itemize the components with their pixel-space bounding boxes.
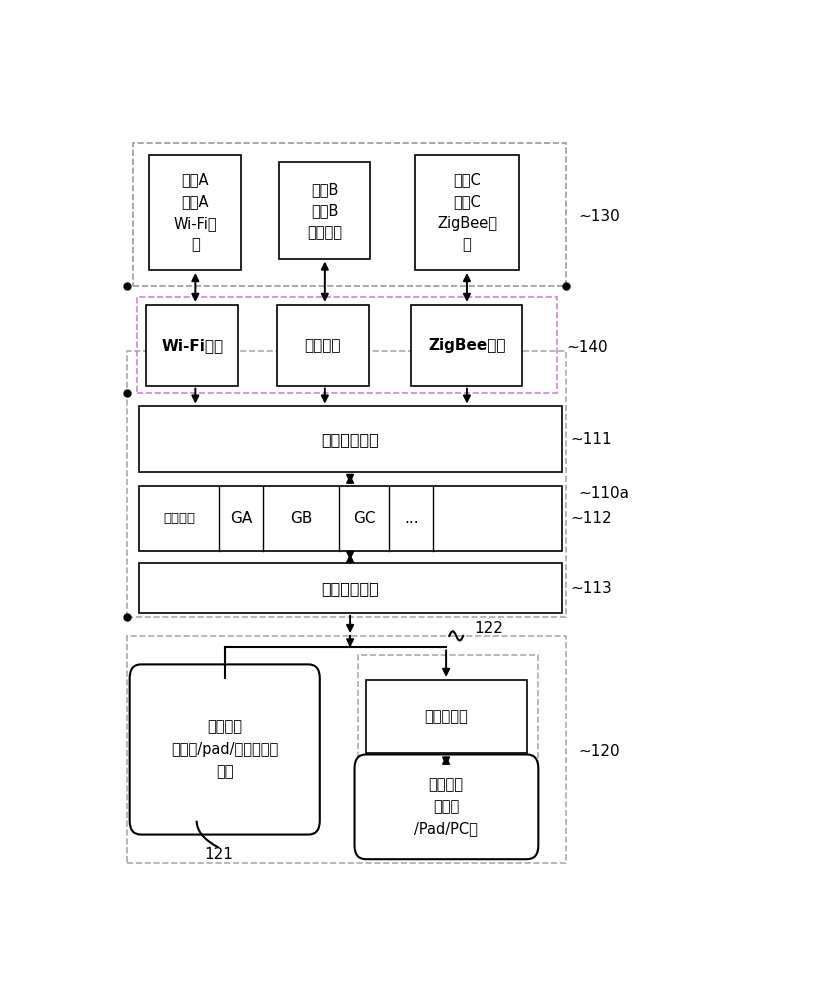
Text: 电器B
协议B
红外通讯: 电器B 协议B 红外通讯 (307, 182, 342, 240)
FancyBboxPatch shape (139, 563, 562, 613)
Text: Wi-Fi模块: Wi-Fi模块 (161, 338, 223, 353)
Text: 协议转换: 协议转换 (163, 512, 195, 525)
FancyBboxPatch shape (146, 305, 238, 386)
FancyBboxPatch shape (149, 155, 241, 270)
Text: ∼120: ∼120 (579, 744, 620, 759)
FancyBboxPatch shape (277, 305, 369, 386)
FancyBboxPatch shape (130, 664, 319, 835)
FancyBboxPatch shape (415, 155, 518, 270)
Text: GB: GB (289, 511, 312, 526)
Text: 业务处理模块: 业务处理模块 (321, 581, 379, 596)
Text: ∼111: ∼111 (570, 432, 612, 447)
FancyBboxPatch shape (139, 486, 562, 551)
Text: 电器C
协议C
ZigBee通
讯: 电器C 协议C ZigBee通 讯 (437, 172, 497, 252)
Text: GA: GA (230, 511, 252, 526)
Text: ∼130: ∼130 (579, 209, 620, 224)
Text: 云端服务器: 云端服务器 (425, 709, 468, 724)
FancyBboxPatch shape (355, 754, 539, 859)
FancyBboxPatch shape (139, 406, 562, 472)
Text: 远程控制
（手机
/Pad/PC）: 远程控制 （手机 /Pad/PC） (414, 777, 478, 837)
Text: 通用解析模块: 通用解析模块 (321, 432, 379, 447)
Text: ∼113: ∼113 (570, 581, 612, 596)
Text: ∼112: ∼112 (570, 511, 612, 526)
Text: GC: GC (353, 511, 375, 526)
FancyBboxPatch shape (279, 162, 370, 259)
Text: 121: 121 (205, 847, 233, 862)
Text: ...: ... (404, 511, 419, 526)
Text: ∼110a: ∼110a (579, 486, 630, 501)
Text: 电器A
协议A
Wi-Fi通
讯: 电器A 协议A Wi-Fi通 讯 (174, 172, 217, 252)
Text: 红外模块: 红外模块 (305, 338, 341, 353)
Text: ZigBee模块: ZigBee模块 (428, 338, 505, 353)
FancyBboxPatch shape (366, 680, 527, 753)
FancyBboxPatch shape (412, 305, 522, 386)
Text: 家庭控制
（手机/pad/网关集中控
制）: 家庭控制 （手机/pad/网关集中控 制） (171, 719, 279, 779)
Text: 122: 122 (474, 621, 504, 636)
Text: ∼140: ∼140 (566, 340, 608, 355)
